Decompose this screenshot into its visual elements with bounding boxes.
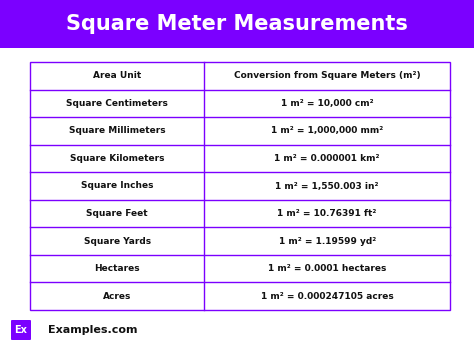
Text: 1 m² = 0.000247105 acres: 1 m² = 0.000247105 acres — [261, 292, 393, 301]
Text: Area Unit: Area Unit — [93, 71, 141, 80]
Text: Square Meter Measurements: Square Meter Measurements — [66, 14, 408, 34]
Text: 1 m² = 1.19599 yd²: 1 m² = 1.19599 yd² — [279, 237, 376, 246]
Text: 1 m² = 0.0001 hectares: 1 m² = 0.0001 hectares — [268, 264, 386, 273]
Bar — [0, 0, 474, 48]
Text: Square Yards: Square Yards — [83, 237, 151, 246]
Text: Square Feet: Square Feet — [86, 209, 148, 218]
Text: 1 m² = 10,000 cm²: 1 m² = 10,000 cm² — [281, 99, 374, 108]
Text: 1 m² = 0.000001 km²: 1 m² = 0.000001 km² — [274, 154, 380, 163]
Text: Square Millimeters: Square Millimeters — [69, 126, 165, 135]
Text: 1 m² = 10.76391 ft²: 1 m² = 10.76391 ft² — [277, 209, 377, 218]
Text: Square Inches: Square Inches — [81, 181, 154, 191]
Bar — [30, 62, 450, 310]
Text: Ex: Ex — [15, 325, 27, 335]
Text: Acres: Acres — [103, 292, 131, 301]
Text: Square Centimeters: Square Centimeters — [66, 99, 168, 108]
Text: Hectares: Hectares — [94, 264, 140, 273]
Text: 1 m² = 1,550.003 in²: 1 m² = 1,550.003 in² — [275, 181, 379, 191]
Text: Conversion from Square Meters (m²): Conversion from Square Meters (m²) — [234, 71, 420, 80]
FancyBboxPatch shape — [11, 320, 31, 340]
Text: Square Kilometers: Square Kilometers — [70, 154, 164, 163]
Text: Examples.com: Examples.com — [48, 325, 137, 335]
Text: 1 m² = 1,000,000 mm²: 1 m² = 1,000,000 mm² — [271, 126, 383, 135]
